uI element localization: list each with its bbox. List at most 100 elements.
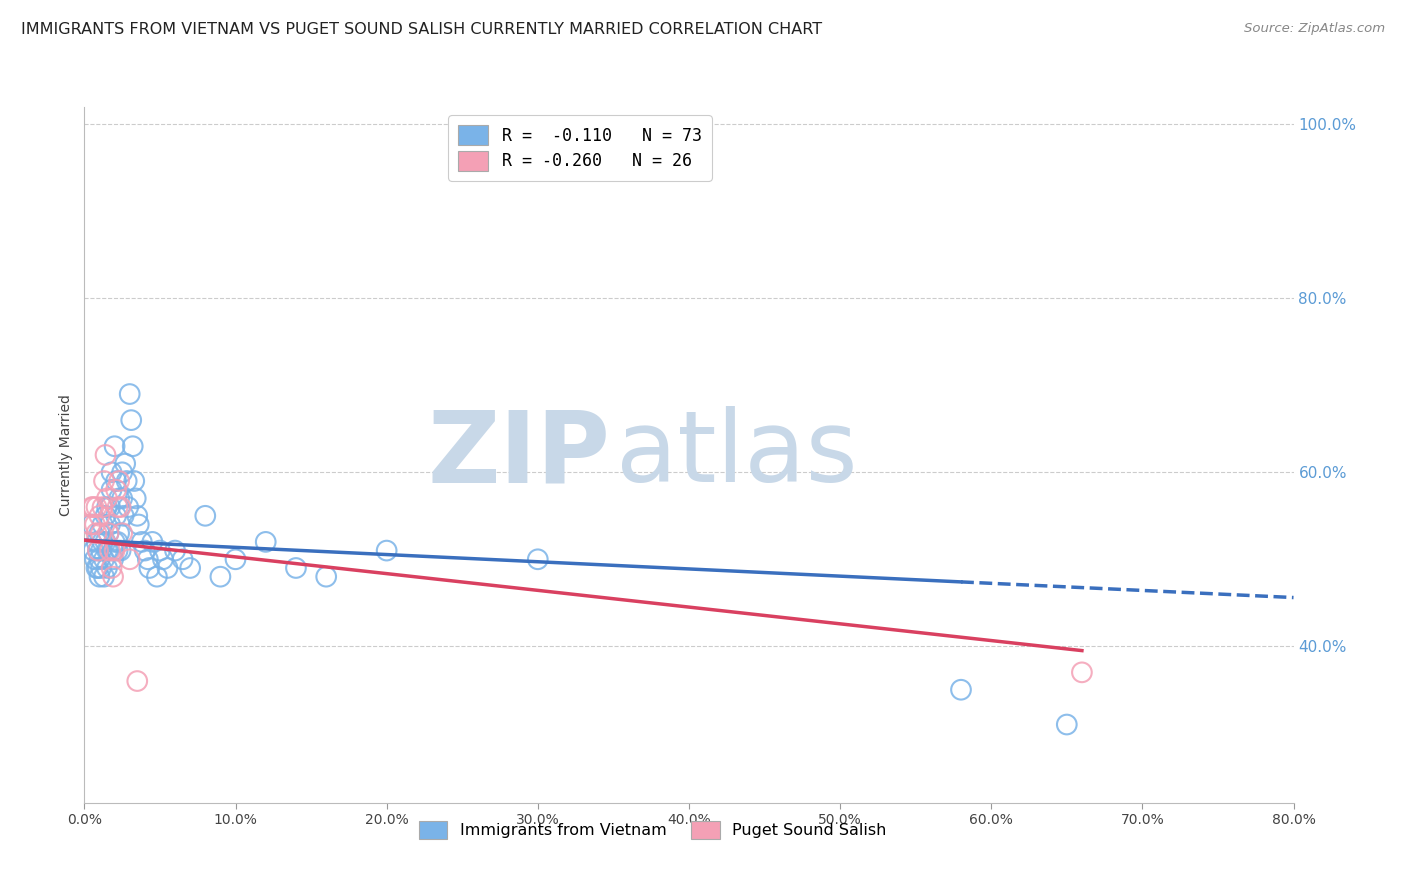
Point [117, 500, 139, 514]
Point [101, 552, 124, 566]
Point [91, 500, 114, 514]
Point [101, 543, 124, 558]
Point [86, 526, 108, 541]
Point [111, 526, 134, 541]
Point [172, 552, 194, 566]
Point [105, 474, 128, 488]
Point [121, 439, 143, 453]
Point [90, 543, 112, 558]
Point [82, 500, 104, 514]
Point [97, 543, 120, 558]
Point [125, 491, 148, 506]
Point [87, 543, 110, 558]
Point [152, 552, 174, 566]
Point [105, 483, 128, 497]
Point [94, 448, 117, 462]
Point [89, 526, 111, 541]
Text: Source: ZipAtlas.com: Source: ZipAtlas.com [1244, 22, 1385, 36]
Point [209, 570, 232, 584]
Point [82, 543, 104, 558]
Point [107, 500, 129, 514]
Point [87, 543, 110, 558]
Point [107, 543, 129, 558]
Point [90, 526, 112, 541]
Point [104, 534, 127, 549]
Point [254, 534, 277, 549]
Point [84, 552, 107, 566]
Point [136, 552, 159, 566]
Point [80, 517, 103, 532]
Point [93, 474, 115, 488]
Point [127, 674, 149, 689]
Point [131, 534, 153, 549]
Text: atlas: atlas [616, 407, 858, 503]
Point [90, 561, 112, 575]
Point [100, 561, 122, 575]
Point [111, 491, 134, 506]
Point [114, 457, 136, 471]
Point [108, 526, 131, 541]
Point [104, 543, 127, 558]
Point [94, 534, 117, 549]
Point [111, 466, 134, 480]
Point [93, 552, 115, 566]
Point [98, 543, 121, 558]
Y-axis label: Currently Married: Currently Married [59, 394, 73, 516]
Point [110, 543, 132, 558]
Point [89, 508, 111, 523]
Text: IMMIGRANTS FROM VIETNAM VS PUGET SOUND SALISH CURRENTLY MARRIED CORRELATION CHAR: IMMIGRANTS FROM VIETNAM VS PUGET SOUND S… [21, 22, 823, 37]
Point [96, 491, 118, 506]
Point [80, 500, 103, 514]
Point [89, 552, 111, 566]
Point [89, 570, 111, 584]
Point [194, 508, 217, 523]
Point [225, 552, 247, 566]
Point [86, 561, 108, 575]
Point [93, 570, 115, 584]
Point [108, 474, 131, 488]
Point [138, 561, 160, 575]
Point [110, 500, 132, 514]
Point [315, 570, 337, 584]
Point [91, 517, 114, 532]
Point [97, 526, 120, 541]
Point [285, 561, 308, 575]
Point [100, 466, 122, 480]
Point [112, 508, 135, 523]
Point [87, 561, 110, 575]
Point [86, 500, 108, 514]
Point [179, 561, 201, 575]
Point [1056, 717, 1078, 731]
Point [98, 500, 121, 514]
Point [96, 543, 118, 558]
Point [122, 474, 145, 488]
Point [97, 526, 120, 541]
Point [375, 543, 398, 558]
Point [105, 508, 128, 523]
Point [141, 534, 163, 549]
Point [101, 570, 124, 584]
Point [128, 517, 150, 532]
Point [84, 517, 107, 532]
Point [165, 543, 187, 558]
Point [107, 534, 129, 549]
Point [108, 491, 131, 506]
Point [950, 682, 973, 697]
Text: ZIP: ZIP [427, 407, 610, 503]
Point [100, 483, 122, 497]
Point [98, 517, 121, 532]
Point [1071, 665, 1094, 680]
Point [96, 500, 118, 514]
Point [118, 552, 141, 566]
Point [149, 543, 172, 558]
Point [134, 543, 156, 558]
Point [146, 570, 169, 584]
Point [96, 561, 118, 575]
Point [527, 552, 550, 566]
Point [94, 508, 117, 523]
Point [104, 439, 127, 453]
Point [127, 508, 149, 523]
Legend: Immigrants from Vietnam, Puget Sound Salish: Immigrants from Vietnam, Puget Sound Sal… [411, 813, 894, 847]
Point [120, 413, 142, 427]
Point [118, 387, 141, 401]
